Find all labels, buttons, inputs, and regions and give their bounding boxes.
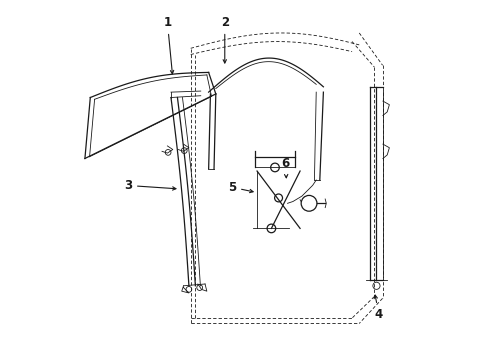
Text: 1: 1 xyxy=(163,16,173,74)
Text: 5: 5 xyxy=(227,181,253,194)
Text: 2: 2 xyxy=(220,16,228,63)
Text: 3: 3 xyxy=(123,179,176,192)
Text: 4: 4 xyxy=(373,295,382,321)
Text: 6: 6 xyxy=(281,157,289,178)
